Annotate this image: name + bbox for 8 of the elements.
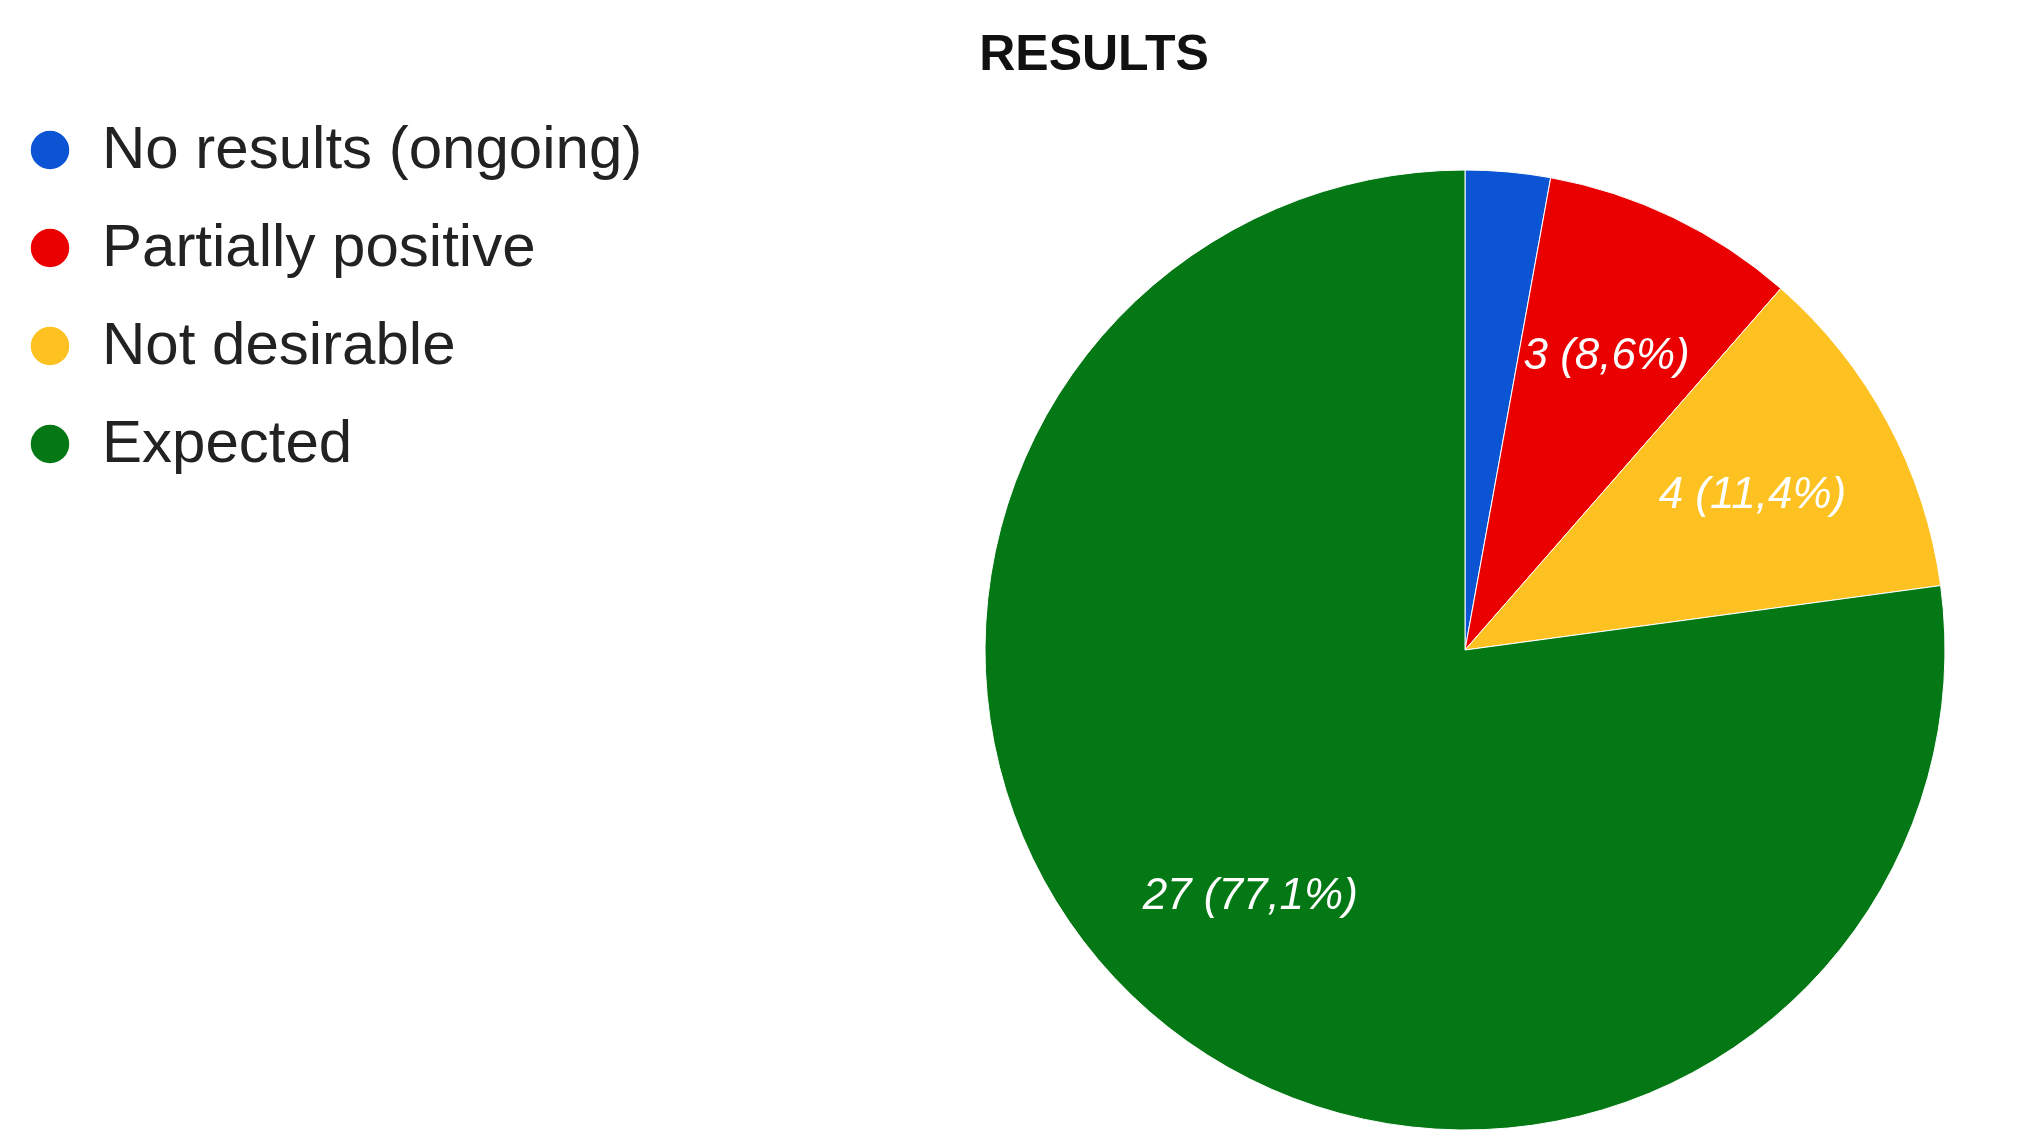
data-label: 3 (8,6%) — [1523, 328, 1690, 378]
legend-label: No results (ongoing) — [102, 114, 643, 181]
chart-title: RESULTS — [979, 25, 1209, 81]
legend-label: Expected — [102, 408, 353, 475]
legend-label: Partially positive — [102, 212, 536, 279]
legend-label: Not desirable — [102, 310, 456, 377]
data-label: 4 (11,4%) — [1658, 468, 1847, 518]
data-label: 27 (77,1%) — [1141, 868, 1358, 918]
